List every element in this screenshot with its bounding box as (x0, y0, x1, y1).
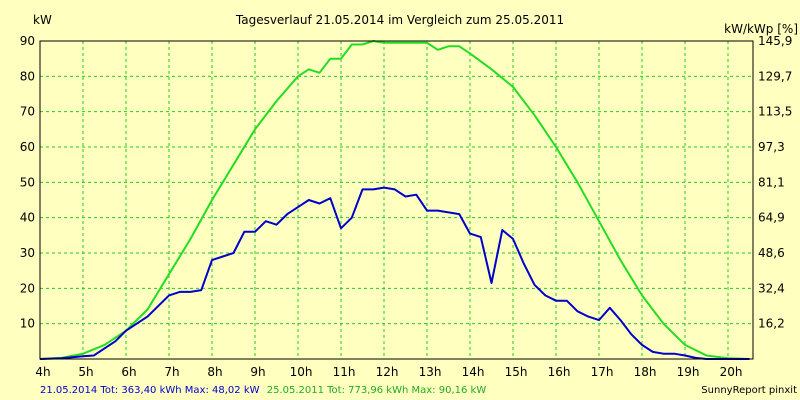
x-tick-label: 15h (505, 365, 528, 379)
footer-series1-info: 21.05.2014 Tot: 363,40 kWh Max: 48,02 kW (40, 385, 260, 396)
right-tick-label: 32,4 (758, 281, 785, 295)
right-tick-label: 145,9 (758, 34, 792, 48)
left-tick-label: 10 (20, 317, 35, 331)
grid-lines (40, 41, 753, 359)
footer-info: 21.05.2014 Tot: 363,40 kWh Max: 48,02 kW… (40, 385, 486, 396)
left-tick-label: 40 (20, 211, 35, 225)
x-tick-label: 14h (462, 365, 485, 379)
x-tick-label: 18h (634, 365, 657, 379)
x-tick-label: 4h (35, 365, 50, 379)
left-tick-label: 20 (20, 281, 35, 295)
left-tick-labels: 90 80 70 60 50 40 30 20 10 (20, 34, 35, 331)
x-tick-label: 5h (78, 365, 93, 379)
right-tick-label: 129,7 (758, 69, 792, 83)
x-tick-label: 19h (677, 365, 700, 379)
series-lines (39, 40, 750, 360)
x-tick-label: 10h (290, 365, 313, 379)
series-line-2014 (39, 186, 750, 360)
left-axis-unit: kW (33, 13, 52, 27)
left-tick-label: 30 (20, 246, 35, 260)
x-tick-label: 9h (250, 365, 265, 379)
right-tick-label: 81,1 (758, 175, 785, 189)
left-tick-label: 90 (20, 34, 35, 48)
x-tick-label: 13h (419, 365, 442, 379)
right-tick-label: 16,2 (758, 317, 785, 331)
footer-brand: SunnyReport pinxit (701, 385, 797, 396)
series-line-2011 (39, 40, 750, 360)
x-tick-label: 11h (333, 365, 356, 379)
right-tick-label: 48,6 (758, 246, 785, 260)
x-tick-label: 7h (164, 365, 179, 379)
left-tick-label: 50 (20, 175, 35, 189)
x-tick-label: 17h (591, 365, 614, 379)
left-tick-label: 60 (20, 140, 35, 154)
x-tick-label: 8h (207, 365, 222, 379)
left-tick-label: 70 (20, 105, 35, 119)
plot-frame (39, 40, 754, 360)
right-tick-label: 97,3 (758, 140, 785, 154)
right-tick-labels: 145,9 129,7 113,5 97,3 81,1 64,9 48,6 32,4 16,2 (758, 34, 792, 331)
footer-series2-info: 25.05.2011 Tot: 773,96 kWh Max: 90,16 kW (267, 385, 487, 396)
x-tick-label: 16h (548, 365, 571, 379)
x-tick-label: 12h (376, 365, 399, 379)
right-tick-label: 113,5 (758, 105, 792, 119)
right-axis-unit: kW/kWp [%] (724, 22, 798, 36)
left-tick-label: 80 (20, 69, 35, 83)
right-tick-label: 64,9 (758, 211, 785, 225)
x-tick-label: 6h (121, 365, 136, 379)
x-tick-labels: 4h 5h 6h 7h 8h 9h 10h 11h 12h 13h 14h 15h 16h 17h 18h 1… (35, 365, 742, 379)
x-tick-label: 20h (720, 365, 743, 379)
chart-title: Tagesverlauf 21.05.2014 im Vergleich zum… (235, 13, 564, 27)
